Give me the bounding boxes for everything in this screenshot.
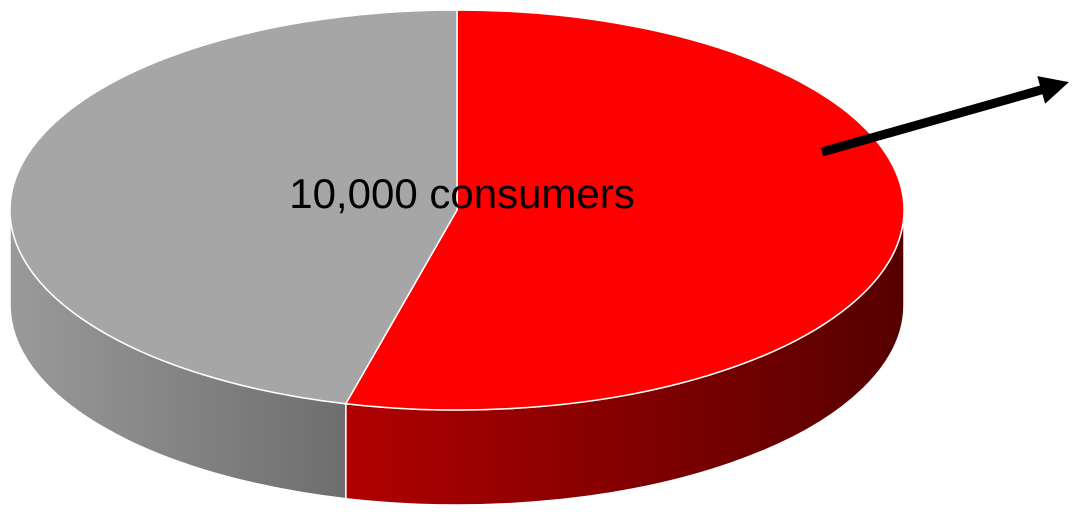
arrow-annotation (820, 76, 1069, 157)
pie-slice-0 (344, 9, 905, 411)
pie-slice-1 (9, 9, 458, 405)
pie-label-consumers: 10,000 consumers (289, 170, 635, 217)
